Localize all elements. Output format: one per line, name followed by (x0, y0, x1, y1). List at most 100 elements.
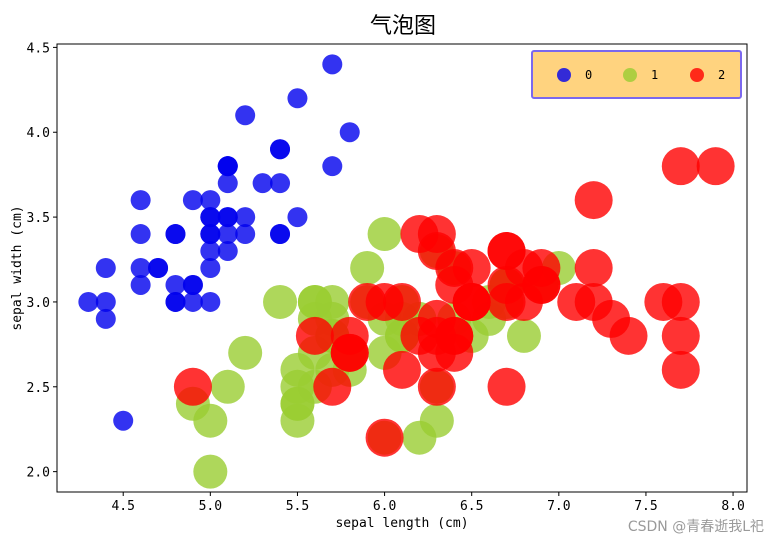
x-tick-label: 4.5 (111, 499, 134, 514)
bubble-series-2-point-35 (661, 282, 700, 321)
bubble-series-2-point-30 (609, 316, 648, 355)
bubble-series-1-point-48 (210, 369, 245, 404)
bubble-series-0-point-27 (235, 207, 256, 228)
x-tick-label: 8.0 (721, 499, 744, 514)
y-tick-label: 3.5 (27, 211, 50, 226)
bubble-series-0-point-33 (287, 88, 308, 109)
bubble-series-0-point-45 (165, 291, 186, 312)
y-tick-label: 4.0 (27, 126, 50, 141)
bubble-series-2-point-25 (574, 249, 613, 287)
legend: 0 1 2 (531, 50, 742, 99)
bubble-series-1-point-37 (419, 403, 454, 438)
y-axis-label: sepal width (cm) (10, 205, 25, 330)
bubble-series-2-point-9 (574, 181, 613, 220)
bubble-series-1-point-9 (228, 335, 263, 370)
bubble-series-0-point-28 (235, 224, 256, 245)
bubble-series-2-point-45 (487, 282, 526, 321)
bubble-series-0-point-17 (217, 207, 238, 228)
bubble-series-2-point-22 (661, 316, 700, 355)
x-axis: 4.5 5.0 5.5 6.0 6.5 7.0 7.5 8.0 (111, 492, 745, 514)
legend-marker-1 (623, 68, 637, 82)
bubble-series-0-point-35 (200, 258, 221, 278)
bubble-series-0-point-23 (217, 241, 238, 262)
y-tick-label: 4.5 (27, 41, 50, 56)
bubble-series-2-point-13 (313, 367, 352, 406)
bubble-series-0-point-39 (217, 224, 238, 245)
bubble-series-0-point-16 (270, 139, 291, 160)
bubble-series-0-point-18 (322, 156, 343, 177)
legend-marker-0 (557, 68, 571, 82)
bubble-series-2-point-47 (452, 282, 491, 321)
bubble-series-0-point-30 (165, 274, 186, 295)
bubble-series-2-point-19 (365, 418, 404, 457)
bubble-series-1-point-10 (193, 454, 228, 489)
bubble-series-2-point-44 (487, 232, 526, 271)
bubble-series-0-point-1 (182, 291, 203, 312)
x-tick-label: 7.5 (634, 499, 657, 514)
bubble-series-0-point-13 (78, 291, 99, 312)
bubble-series-0-point-36 (287, 207, 308, 228)
bubble-series-2-point-48 (400, 215, 439, 254)
bubble-series-1-point-20 (350, 251, 385, 285)
bubble-series-2-point-21 (295, 316, 334, 355)
bubble-series-0-point-14 (339, 122, 360, 143)
bubble-series-2-point-18 (661, 350, 700, 389)
bubble-series-1-point-35 (367, 217, 402, 252)
bubble-series-1-point-26 (506, 318, 541, 353)
bubble-series-0-point-43 (200, 207, 221, 228)
bubble-series-0-point-42 (95, 258, 116, 278)
bubble-series-1-point-43 (193, 403, 228, 438)
bubble-series-0-point-24 (165, 224, 186, 245)
bubble-series-0-point-37 (182, 190, 203, 211)
bubble-series-2-point-46 (417, 367, 456, 406)
x-tick-label: 7.0 (547, 499, 570, 514)
x-tick-label: 5.5 (286, 499, 309, 514)
bubble-series-0-point-41 (113, 410, 134, 431)
plot-frame (56, 43, 748, 493)
bubble-series-1-point-34 (263, 284, 298, 319)
bubble-series-0-point-34 (182, 274, 203, 295)
bubble-series-2-point-49 (348, 282, 387, 321)
bubble-series-2-point-8 (487, 367, 526, 406)
bubble-series-2-point-17 (661, 147, 700, 186)
legend-label-1: 1 (651, 68, 658, 82)
y-tick-label: 2.0 (27, 466, 50, 481)
bubble-series-0-point-3 (130, 274, 151, 295)
y-axis: 2.0 2.5 3.0 3.5 4.0 4.5 (27, 41, 57, 481)
bubble-series-0-point-49 (200, 241, 221, 262)
bubble-series-2-point-29 (574, 282, 613, 321)
bubble-layer (78, 54, 735, 489)
bubble-series-0-point-47 (130, 258, 151, 278)
bubble-series-0-point-4 (200, 190, 221, 211)
chart-title: 气泡图 (370, 14, 436, 39)
bubble-series-0-point-22 (130, 190, 151, 211)
bubble-series-2-point-34 (383, 350, 421, 389)
bubble-series-2-point-42 (330, 333, 369, 372)
bubble-series-0-point-29 (148, 258, 169, 278)
watermark-text: CSDN @青春逝我L祀 (628, 519, 764, 535)
bubble-series-0-point-38 (95, 291, 116, 312)
y-tick-label: 3.0 (27, 296, 50, 311)
bubble-series-0-point-31 (270, 224, 291, 245)
y-tick-label: 2.5 (27, 381, 50, 396)
legend-label-2: 2 (718, 68, 725, 82)
x-axis-label: sepal length (cm) (335, 516, 468, 531)
bubble-series-2-point-33 (417, 316, 456, 355)
bubble-series-0-point-46 (217, 156, 238, 177)
bubble-series-0-point-48 (252, 173, 273, 194)
bubble-series-0-point-15 (322, 54, 343, 75)
bubble-series-2-point-6 (173, 367, 212, 406)
bubble-series-0-point-10 (270, 173, 291, 194)
bubble-series-0-point-26 (200, 224, 221, 245)
legend-marker-2 (690, 68, 704, 82)
bubble-series-2-point-31 (696, 147, 735, 186)
bubble-series-0-point-8 (95, 308, 116, 329)
x-tick-label: 6.5 (460, 499, 483, 514)
bubble-series-0-point-32 (235, 105, 256, 126)
x-tick-label: 6.0 (373, 499, 396, 514)
bubble-series-0-point-25 (200, 291, 221, 312)
legend-label-0: 0 (585, 68, 592, 82)
x-tick-label: 5.0 (199, 499, 222, 514)
bubble-series-0-point-6 (130, 224, 151, 245)
